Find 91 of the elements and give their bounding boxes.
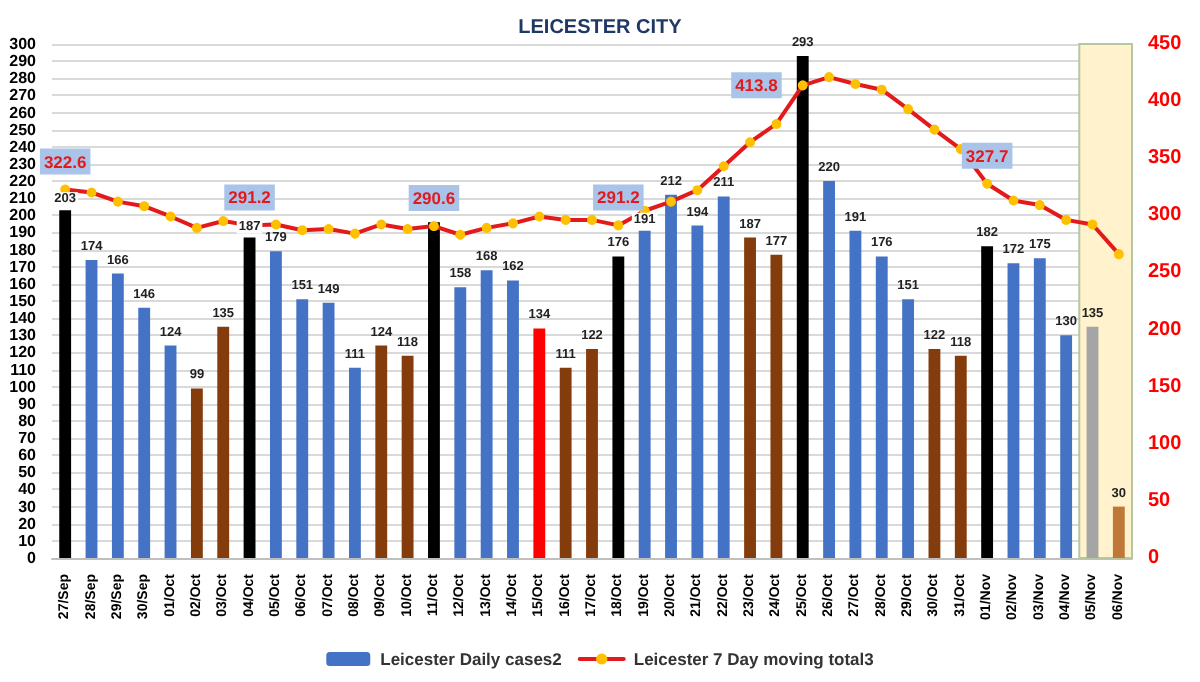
y-tick-label: 0: [27, 549, 38, 567]
bar: [612, 256, 625, 558]
bar: [691, 225, 704, 558]
bar: [296, 299, 309, 558]
y-tick-label: 30: [18, 497, 38, 516]
bar: [59, 210, 72, 558]
y-tick-label: 100: [9, 377, 38, 396]
legend-label: Leicester 7 Day moving total3: [633, 649, 875, 669]
bar: [954, 355, 967, 558]
y-tick-label: 300: [9, 35, 38, 53]
bar: [638, 230, 651, 558]
data-label: 413.8: [735, 75, 779, 96]
y-tick-label: 90: [18, 394, 38, 413]
bar: [1112, 506, 1125, 558]
y-tick-label: 150: [9, 292, 38, 310]
y2-tick-label: 200: [1148, 318, 1183, 341]
y-tick-label: 260: [9, 103, 38, 122]
bar: [111, 273, 124, 558]
y-tick-label: 120: [9, 343, 38, 362]
bar: [190, 388, 203, 558]
bar: [902, 299, 915, 558]
bar: [1033, 258, 1046, 558]
bar: [507, 280, 519, 558]
data-label: 290.6: [412, 188, 456, 209]
bar: [1060, 335, 1073, 558]
bar: [85, 259, 98, 558]
y-tick-label: 170: [9, 257, 38, 276]
bar: [217, 326, 230, 558]
y-tick-label: 230: [9, 154, 38, 173]
bar: [796, 55, 809, 558]
y-tick-label: 240: [9, 137, 38, 156]
y-tick-label: 70: [18, 429, 38, 448]
bar: [454, 287, 467, 558]
bar: [349, 367, 361, 558]
y-tick-label: 280: [9, 69, 38, 88]
y-tick-label: 200: [9, 206, 38, 225]
bar: [717, 196, 730, 558]
y2-tick-label: 100: [1148, 432, 1183, 455]
y-tick-label: 130: [9, 326, 38, 345]
data-label: 327.7: [965, 145, 1009, 166]
y-tick-label: 10: [18, 531, 38, 550]
bar: [875, 256, 888, 558]
y2-tick-label: 250: [1148, 261, 1183, 284]
bar: [928, 348, 941, 558]
data-label: 291.2: [597, 187, 641, 208]
bar: [533, 328, 546, 558]
y2-tick-label: 300: [1148, 204, 1183, 227]
data-label: 291.2: [228, 187, 272, 208]
bar: [164, 345, 177, 558]
bar: [849, 230, 862, 558]
y2-tick-label: 400: [1148, 90, 1183, 113]
bar: [269, 251, 282, 558]
y-tick-label: 270: [9, 86, 38, 105]
chart-title: LEICESTER CITY: [518, 17, 683, 39]
y2-tick-label: 50: [1148, 489, 1172, 512]
bar: [1086, 326, 1099, 558]
y-tick-label: 290: [9, 52, 38, 71]
y-tick-label: 80: [18, 411, 38, 430]
y-tick-label: 60: [18, 446, 38, 465]
bar: [823, 181, 835, 558]
bar: [770, 254, 783, 558]
y-tick-label: 180: [9, 240, 38, 259]
bar: [401, 355, 414, 558]
y-tick-label: 50: [18, 463, 38, 482]
bar: [1007, 263, 1020, 558]
bar: [243, 237, 256, 558]
y2-tick-label: 450: [1148, 33, 1183, 55]
bar: [559, 367, 572, 558]
y2-tick-label: 0: [1148, 547, 1160, 569]
y-tick-label: 190: [9, 223, 38, 242]
y-tick-label: 160: [9, 274, 38, 293]
bar: [480, 270, 493, 558]
bar: [665, 194, 677, 558]
y-tick-label: 20: [18, 514, 38, 533]
bar: [375, 345, 388, 558]
y2-tick-label: 150: [1148, 375, 1183, 398]
y-tick-label: 140: [9, 309, 38, 328]
bar: [138, 307, 151, 558]
bar: [322, 302, 335, 558]
y-tick-label: 110: [10, 360, 38, 379]
y-tick-label: 210: [9, 189, 38, 208]
bar: [428, 222, 440, 558]
y-tick-label: 220: [9, 172, 38, 191]
data-label: 322.6: [43, 151, 87, 172]
bar: [744, 237, 756, 558]
bar: [586, 348, 598, 558]
y2-tick-label: 350: [1148, 147, 1183, 170]
bar: [981, 246, 994, 558]
y-tick-label: 250: [9, 120, 38, 139]
y-tick-label: 40: [18, 480, 38, 499]
legend-label: Leicester Daily cases2: [380, 649, 563, 669]
